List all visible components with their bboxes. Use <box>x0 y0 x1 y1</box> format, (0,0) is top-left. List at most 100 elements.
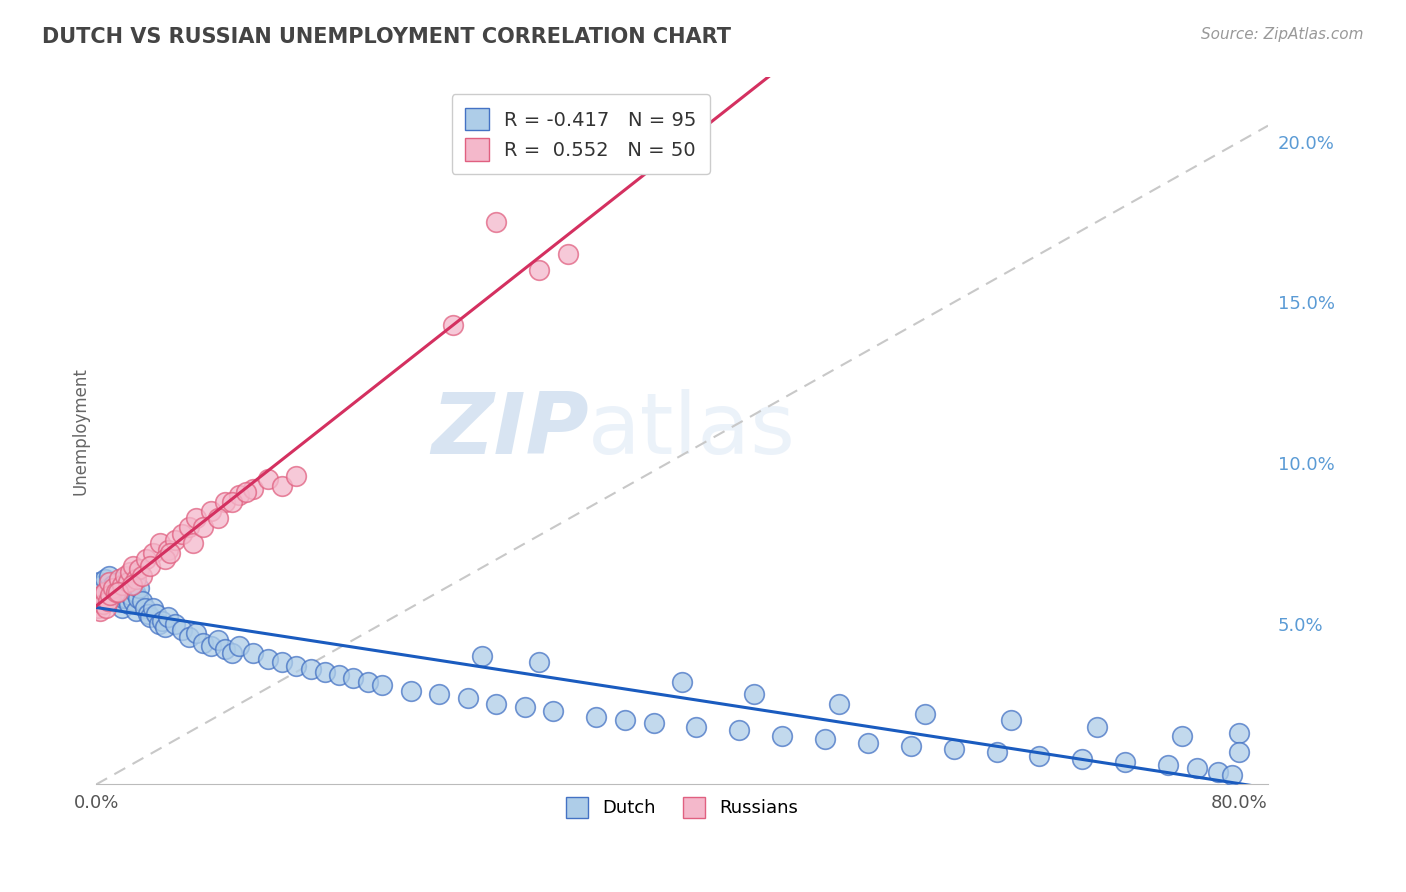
Point <box>149 536 172 550</box>
Point <box>136 607 159 621</box>
Text: ZIP: ZIP <box>430 390 588 473</box>
Y-axis label: Unemployment: Unemployment <box>72 367 89 495</box>
Point <box>986 745 1008 759</box>
Point <box>186 626 208 640</box>
Point <box>121 578 143 592</box>
Point <box>98 568 121 582</box>
Point <box>91 598 114 612</box>
Point <box>457 690 479 705</box>
Point <box>443 318 465 332</box>
Point <box>814 732 837 747</box>
Point <box>87 591 110 605</box>
Point <box>97 594 120 608</box>
Point <box>125 572 148 586</box>
Point <box>89 604 111 618</box>
Point <box>207 510 229 524</box>
Point <box>97 582 120 596</box>
Point <box>114 568 136 582</box>
Point <box>242 646 264 660</box>
Point <box>371 678 394 692</box>
Point <box>139 558 162 573</box>
Point <box>124 584 146 599</box>
Point <box>1114 755 1136 769</box>
Point <box>120 566 142 580</box>
Point <box>110 582 132 596</box>
Point <box>131 594 153 608</box>
Point <box>856 736 879 750</box>
Point <box>150 614 173 628</box>
Point <box>177 630 200 644</box>
Point <box>285 469 308 483</box>
Point <box>100 584 122 599</box>
Point <box>156 542 179 557</box>
Point <box>221 494 243 508</box>
Point <box>94 572 117 586</box>
Point <box>1220 768 1243 782</box>
Point <box>742 688 765 702</box>
Point <box>135 552 157 566</box>
Point <box>299 662 322 676</box>
Point <box>685 720 707 734</box>
Point <box>914 706 936 721</box>
Point <box>89 591 111 605</box>
Point <box>121 578 143 592</box>
Point <box>170 623 193 637</box>
Point <box>228 488 250 502</box>
Point <box>399 684 422 698</box>
Point <box>427 688 450 702</box>
Point <box>117 574 139 589</box>
Point <box>728 723 751 737</box>
Point <box>214 494 236 508</box>
Point <box>557 247 579 261</box>
Point <box>142 546 165 560</box>
Point <box>170 526 193 541</box>
Point <box>193 636 215 650</box>
Point <box>104 594 127 608</box>
Point <box>529 263 551 277</box>
Point <box>357 674 380 689</box>
Point <box>111 578 134 592</box>
Point <box>1185 761 1208 775</box>
Point <box>471 648 494 663</box>
Point <box>159 546 181 560</box>
Point <box>314 665 336 679</box>
Point <box>139 610 162 624</box>
Point <box>115 591 138 605</box>
Point <box>86 584 108 599</box>
Point <box>90 588 112 602</box>
Point <box>613 713 636 727</box>
Point <box>142 600 165 615</box>
Point <box>153 620 176 634</box>
Point <box>900 739 922 753</box>
Point <box>128 582 150 596</box>
Point <box>100 588 122 602</box>
Point <box>156 610 179 624</box>
Point <box>163 533 186 548</box>
Point <box>134 600 156 615</box>
Point <box>148 616 170 631</box>
Point <box>145 607 167 621</box>
Point <box>200 504 222 518</box>
Point <box>90 578 112 592</box>
Point <box>1206 764 1229 779</box>
Point <box>108 572 131 586</box>
Point <box>485 697 508 711</box>
Point <box>107 584 129 599</box>
Point <box>114 574 136 589</box>
Point <box>91 588 114 602</box>
Point <box>112 591 135 605</box>
Point <box>177 520 200 534</box>
Point <box>285 658 308 673</box>
Point <box>94 584 117 599</box>
Point <box>770 729 793 743</box>
Point <box>183 536 205 550</box>
Point <box>193 520 215 534</box>
Point <box>1000 713 1022 727</box>
Point <box>86 600 108 615</box>
Point <box>108 588 131 602</box>
Point <box>186 510 208 524</box>
Point <box>1085 720 1108 734</box>
Point <box>529 656 551 670</box>
Point <box>235 485 257 500</box>
Point <box>1157 758 1180 772</box>
